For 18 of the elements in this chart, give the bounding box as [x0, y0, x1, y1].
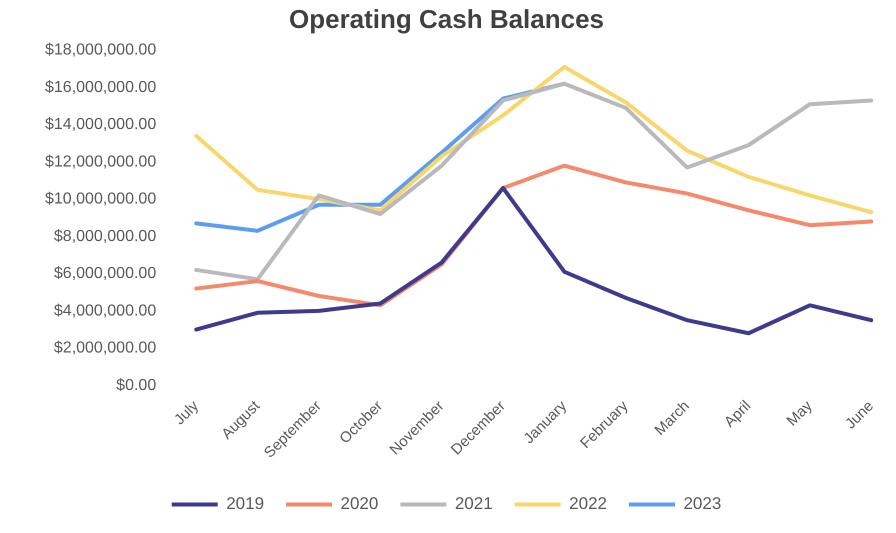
x-tick-label: July	[171, 397, 202, 428]
y-tick-label: $10,000,000.00	[45, 190, 156, 208]
y-tick-label: $2,000,000.00	[54, 340, 156, 357]
y-tick-label: $18,000,000.00	[45, 42, 156, 59]
chart-title: Operating Cash Balances	[289, 4, 604, 34]
legend-label: 2019	[226, 494, 264, 514]
legend-label: 2022	[569, 494, 607, 514]
y-tick-label: $6,000,000.00	[54, 265, 156, 282]
y-tick-label: $12,000,000.00	[45, 153, 156, 170]
legend-label: 2023	[683, 494, 722, 514]
x-tick-label: May	[784, 397, 816, 430]
y-tick-label: $4,000,000.00	[54, 302, 156, 320]
y-tick-label: $8,000,000.00	[54, 228, 156, 245]
legend-label: 2020	[340, 494, 378, 514]
y-tick-label: $16,000,000.00	[45, 78, 156, 96]
y-tick-label: $0.00	[116, 376, 156, 394]
y-tick-label: $14,000,000.00	[45, 116, 156, 134]
legend-label: 2021	[454, 494, 493, 514]
